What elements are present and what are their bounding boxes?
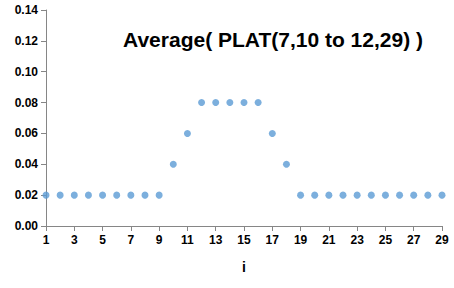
svg-text:13: 13 — [209, 233, 223, 247]
svg-text:0.06: 0.06 — [15, 126, 39, 140]
svg-text:i: i — [242, 259, 246, 275]
svg-text:15: 15 — [237, 233, 251, 247]
svg-text:0.02: 0.02 — [15, 188, 39, 202]
svg-text:1: 1 — [43, 233, 50, 247]
svg-text:5: 5 — [99, 233, 106, 247]
svg-text:0.08: 0.08 — [15, 96, 39, 110]
svg-text:29: 29 — [435, 233, 449, 247]
svg-text:0.10: 0.10 — [15, 65, 39, 79]
svg-text:7: 7 — [128, 233, 135, 247]
svg-text:0.04: 0.04 — [15, 157, 39, 171]
svg-text:3: 3 — [71, 233, 78, 247]
svg-text:0.00: 0.00 — [15, 219, 39, 233]
svg-text:25: 25 — [379, 233, 393, 247]
svg-text:19: 19 — [294, 233, 308, 247]
svg-text:0.12: 0.12 — [15, 34, 39, 48]
svg-text:Average( PLAT(7,10 to 12,29) ): Average( PLAT(7,10 to 12,29) ) — [123, 28, 423, 51]
svg-text:21: 21 — [322, 233, 336, 247]
svg-text:9: 9 — [156, 233, 163, 247]
svg-text:17: 17 — [266, 233, 280, 247]
svg-text:0.14: 0.14 — [15, 3, 39, 17]
svg-text:27: 27 — [407, 233, 421, 247]
svg-text:11: 11 — [181, 233, 194, 247]
svg-text:23: 23 — [350, 233, 364, 247]
